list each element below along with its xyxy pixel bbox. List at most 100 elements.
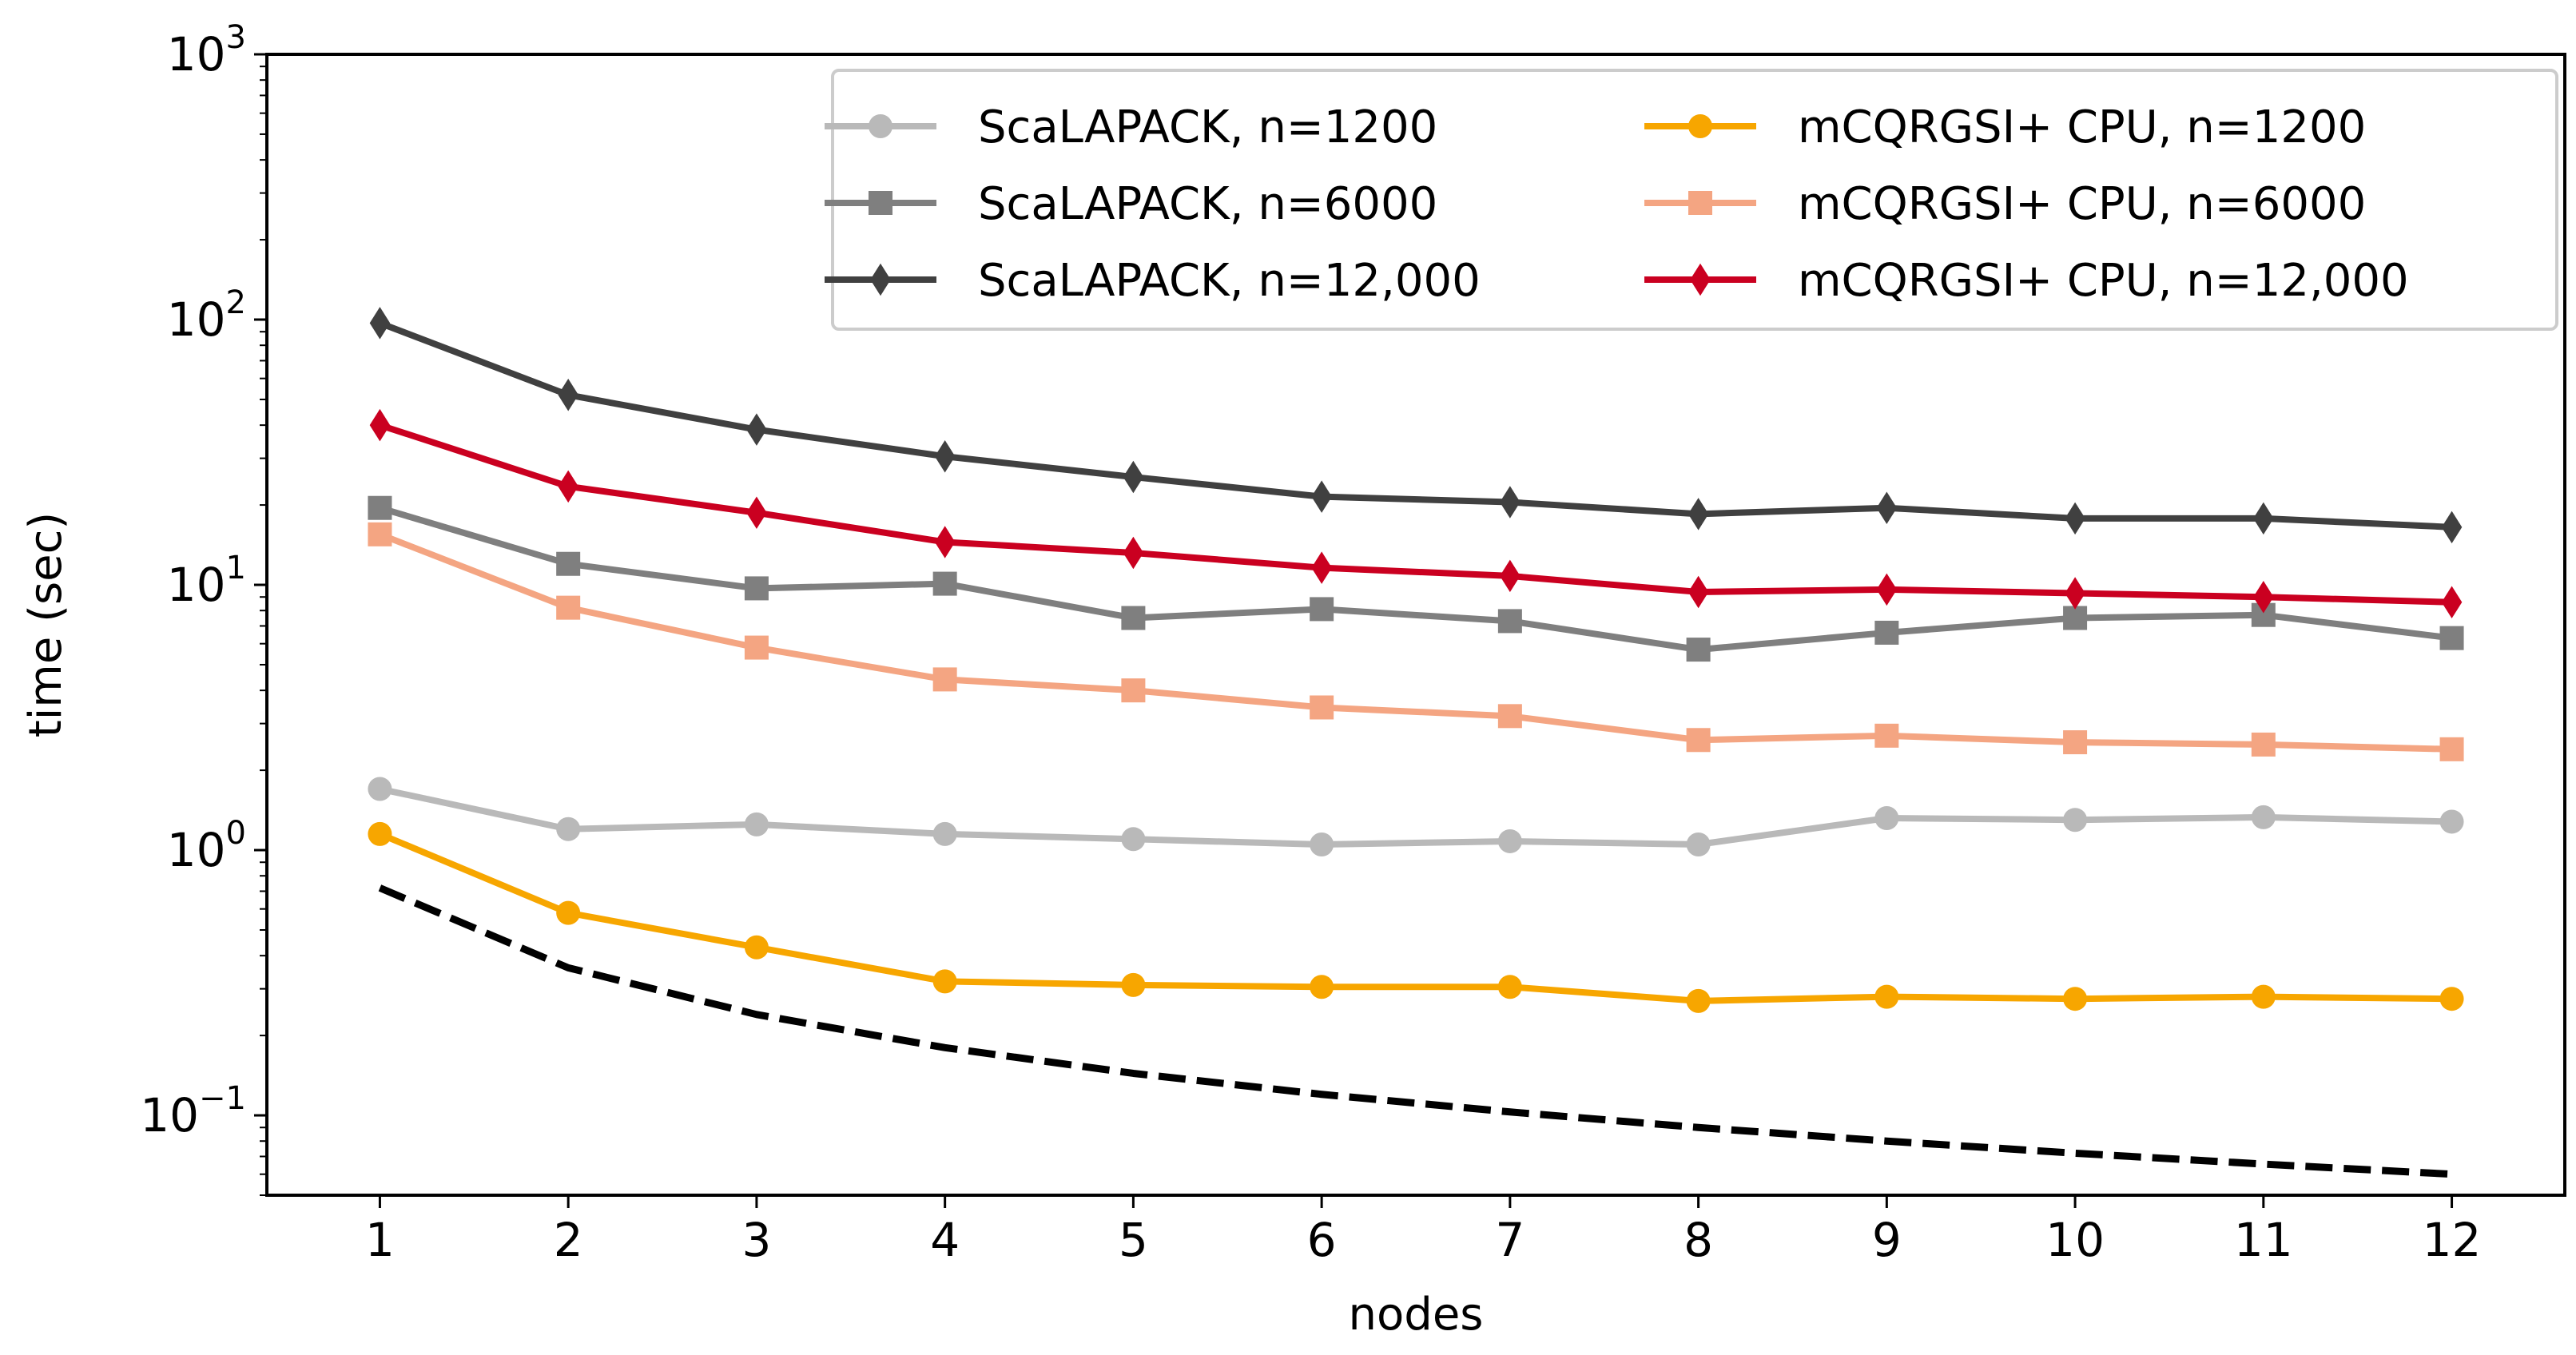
x-tick-label: 10 — [2045, 1213, 2105, 1267]
data-point — [744, 635, 769, 660]
x-tick-label: 11 — [2234, 1213, 2293, 1267]
data-point — [556, 595, 581, 620]
series-line — [379, 504, 2453, 654]
data-point — [1121, 827, 1146, 852]
y-tick-exponent: 1 — [226, 550, 246, 586]
data-point — [1500, 559, 1521, 593]
data-point — [1686, 988, 1711, 1013]
legend-marker — [1688, 191, 1712, 215]
x-tick-label: 7 — [1495, 1213, 1525, 1267]
data-point — [1123, 460, 1144, 494]
data-point — [558, 379, 578, 411]
data-point — [1310, 695, 1334, 720]
legend-marker — [869, 191, 892, 215]
data-point — [1876, 573, 1898, 606]
series-2 — [369, 307, 2463, 544]
x-tick-label: 5 — [1119, 1213, 1148, 1267]
y-tick-exponent: 2 — [226, 284, 246, 321]
data-point — [1121, 606, 1146, 630]
data-point — [1311, 480, 1332, 513]
data-point — [369, 307, 391, 340]
data-point — [2253, 502, 2274, 535]
data-point — [932, 969, 957, 994]
legend-marker — [870, 263, 891, 296]
data-point — [1686, 638, 1711, 662]
y-tick-exponent: 3 — [226, 19, 246, 56]
x-axis: 1 2 3 4 5 6 7 8 9 10 11 12 — [365, 1195, 2481, 1267]
data-point — [746, 496, 767, 530]
data-point — [2253, 580, 2274, 614]
x-tick-label: 12 — [2423, 1213, 2482, 1267]
data-point — [1310, 975, 1334, 999]
series-layer — [368, 307, 2464, 1178]
y-axis-label: time (sec) — [20, 512, 72, 737]
legend-item: ScaLAPACK, n=6000 — [825, 178, 1437, 230]
data-point — [2063, 808, 2088, 832]
data-point — [2063, 730, 2088, 755]
y-tick-label: 10 — [167, 823, 226, 877]
data-point — [1310, 832, 1334, 857]
series-4 — [368, 522, 2464, 761]
series-6 — [378, 884, 2452, 1178]
data-point — [1311, 551, 1332, 584]
series-5 — [369, 408, 2463, 619]
legend-marker — [1688, 114, 1712, 138]
data-point — [1121, 678, 1146, 703]
legend-item: mCQRGSI+ CPU, n=12,000 — [1644, 255, 2409, 307]
legend-item: ScaLAPACK, n=1200 — [825, 101, 1437, 153]
data-point — [556, 900, 581, 925]
series-line — [378, 531, 2452, 753]
data-point — [932, 571, 957, 596]
y-tick-exponent: 0 — [226, 815, 246, 852]
data-point — [2439, 809, 2464, 834]
data-point — [1874, 806, 1899, 831]
data-point — [2251, 984, 2276, 1009]
series-line — [379, 422, 2452, 606]
data-point — [1874, 620, 1899, 645]
x-tick-label: 9 — [1872, 1213, 1902, 1267]
legend-label: ScaLAPACK, n=6000 — [978, 178, 1437, 230]
data-point — [934, 526, 956, 558]
data-point — [2065, 577, 2085, 610]
data-point — [932, 821, 957, 846]
plot-frame — [265, 53, 2566, 1197]
data-point — [1497, 609, 1522, 634]
data-point — [2063, 606, 2088, 630]
data-point — [1497, 975, 1522, 999]
x-tick-label: 4 — [930, 1213, 960, 1267]
series-1 — [368, 495, 2464, 662]
data-point — [1123, 536, 1144, 570]
data-point — [2251, 732, 2276, 757]
x-axis-label: nodes — [1349, 1289, 1484, 1341]
data-point — [1310, 597, 1334, 622]
data-point — [2441, 511, 2463, 544]
legend-label: mCQRGSI+ CPU, n=6000 — [1798, 178, 2366, 230]
data-point — [1688, 498, 1709, 530]
data-point — [744, 576, 769, 601]
data-point — [2065, 502, 2085, 535]
y-tick-label: 10 — [140, 1088, 199, 1142]
legend-label: mCQRGSI+ CPU, n=12,000 — [1798, 255, 2409, 307]
data-point — [2251, 805, 2276, 829]
data-point — [2439, 626, 2464, 650]
y-tick-exponent: −1 — [199, 1080, 246, 1117]
data-point — [368, 821, 392, 846]
data-point — [1874, 723, 1899, 748]
data-point — [368, 777, 392, 801]
x-tick-label: 2 — [554, 1213, 583, 1267]
data-point — [2441, 586, 2463, 619]
data-point — [1874, 984, 1899, 1009]
legend: ScaLAPACK, n=1200 ScaLAPACK, n=6000 ScaLAP… — [825, 69, 2558, 331]
data-point — [368, 495, 392, 520]
data-point — [1688, 575, 1709, 609]
series-line — [379, 785, 2452, 848]
data-point — [558, 470, 578, 503]
data-point — [1500, 486, 1521, 519]
data-point — [1121, 972, 1146, 997]
data-point — [1876, 491, 1898, 524]
legend-label: mCQRGSI+ CPU, n=1200 — [1798, 101, 2366, 153]
data-point — [368, 522, 392, 546]
series-0 — [368, 777, 2464, 857]
